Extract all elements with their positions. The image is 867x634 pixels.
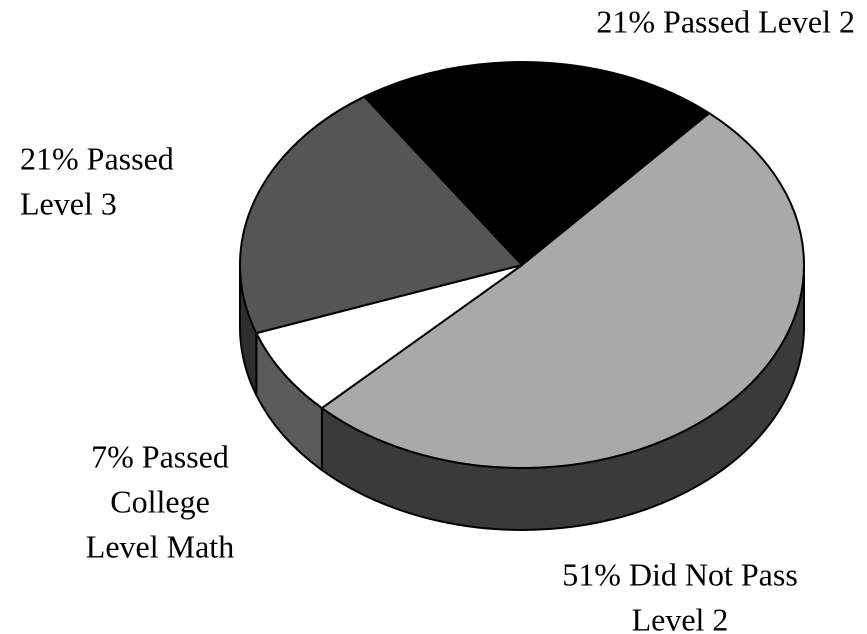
slice-label: 21% Passed Level 2 <box>596 3 855 39</box>
slice <box>320 112 805 469</box>
slice <box>255 264 523 410</box>
slice-label: Level Math <box>86 528 234 564</box>
slice-label: 51% Did Not Pass <box>562 556 798 592</box>
slice-label: Level 2 <box>632 601 729 634</box>
slice <box>363 61 711 266</box>
slice <box>239 95 523 335</box>
slice-label: College <box>110 483 210 519</box>
slice-label: Level 3 <box>20 185 117 221</box>
slice-label: 21% Passed <box>20 140 174 176</box>
slice-label: 7% Passed <box>91 438 229 474</box>
